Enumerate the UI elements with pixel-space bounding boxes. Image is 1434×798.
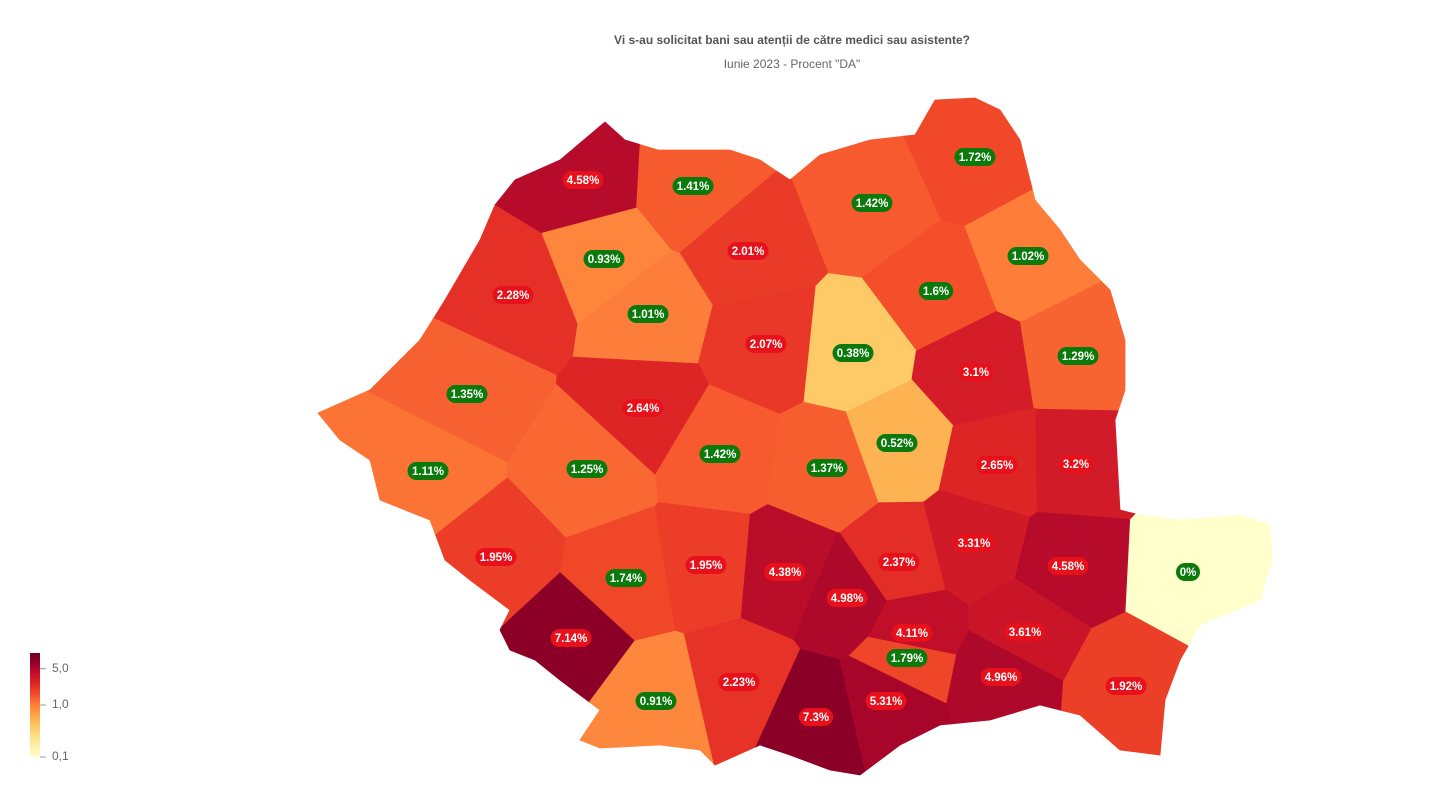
label-badge	[798, 708, 834, 726]
label-badge	[1176, 563, 1200, 581]
chart-title: Vi s-au solicitat bani sau atenții de că…	[614, 33, 970, 47]
region	[839, 655, 952, 772]
value-label: 2.01%	[732, 246, 765, 258]
value-label: 0.93%	[588, 254, 621, 266]
value-label: 3.2%	[1063, 459, 1089, 471]
value-label: 1.29%	[1062, 351, 1095, 363]
label-badge	[918, 282, 954, 300]
label-badge	[475, 548, 517, 566]
label-badge	[865, 692, 907, 710]
value-label: 4.11%	[896, 628, 928, 640]
label-badge	[627, 305, 669, 323]
value-label: 0.38%	[837, 348, 870, 360]
value-label: 4.58%	[567, 175, 600, 187]
label-badge	[806, 459, 848, 477]
legend-tick-label: 1,0	[52, 697, 69, 711]
value-label: 1.41%	[677, 181, 710, 193]
value-label: 1.42%	[704, 449, 737, 461]
label-badge	[745, 335, 787, 353]
label-badge	[446, 385, 488, 403]
label-badge	[492, 286, 534, 304]
label-badge	[954, 148, 996, 166]
value-label: 2.37%	[883, 557, 916, 569]
value-label: 1.72%	[959, 152, 992, 164]
label-badge	[876, 434, 918, 452]
value-label: 1.79%	[891, 653, 924, 665]
label-badge	[718, 673, 760, 691]
value-label: 1.95%	[690, 560, 723, 572]
label-badge	[550, 629, 592, 647]
value-label: 4.58%	[1052, 561, 1085, 573]
label-badge	[562, 171, 604, 189]
label-badge	[976, 456, 1018, 474]
value-label: 4.96%	[985, 672, 1018, 684]
value-label: 1.01%	[632, 309, 665, 321]
label-badge	[1004, 623, 1046, 641]
value-label: 1.11%	[412, 466, 444, 478]
label-badge	[886, 649, 928, 667]
label-badge	[1058, 455, 1094, 473]
regions	[317, 97, 1273, 776]
label-badge	[851, 194, 893, 212]
label-badge	[891, 624, 933, 642]
value-label: 0.52%	[881, 438, 914, 450]
value-label: 1.6%	[923, 286, 949, 298]
value-label: 4.98%	[831, 593, 864, 605]
label-badge	[672, 177, 714, 195]
value-label: 2.64%	[627, 403, 660, 415]
label-badge	[1047, 557, 1089, 575]
value-label: 5.31%	[870, 696, 903, 708]
label-badge	[727, 242, 769, 260]
value-label: 4.38%	[769, 567, 802, 579]
label-badge	[953, 534, 995, 552]
label-badge	[826, 589, 868, 607]
value-label: 1.95%	[480, 552, 513, 564]
value-label: 2.65%	[981, 460, 1014, 472]
value-label: 2.28%	[497, 290, 530, 302]
value-label: 3.31%	[958, 538, 991, 550]
label-badge	[1007, 247, 1049, 265]
value-label: 0%	[1180, 567, 1197, 579]
value-label: 7.3%	[803, 712, 829, 724]
value-label: 1.02%	[1012, 251, 1045, 263]
value-label: 1.74%	[610, 573, 643, 585]
value-label: 3.61%	[1009, 627, 1042, 639]
label-badge	[622, 399, 664, 417]
region	[683, 617, 801, 766]
label-badge	[566, 460, 608, 478]
region	[1125, 513, 1273, 647]
value-label: 7.14%	[555, 633, 588, 645]
value-label: 1.37%	[811, 463, 844, 475]
label-badge	[878, 553, 920, 571]
label-badge	[605, 569, 647, 587]
color-legend: 5,0 1,0 0,1	[30, 653, 69, 763]
value-label: 2.23%	[723, 677, 756, 689]
value-label: 1.35%	[451, 389, 484, 401]
legend-tick-label: 0,1	[52, 749, 69, 763]
label-badge	[832, 344, 874, 362]
label-badge	[980, 668, 1022, 686]
label-badge	[764, 563, 806, 581]
value-label: 2.07%	[750, 339, 783, 351]
label-badge	[635, 692, 677, 710]
label-badge	[407, 462, 449, 480]
label-badge	[958, 363, 994, 381]
legend-tick-label: 5,0	[52, 661, 69, 675]
chart-subtitle: Iunie 2023 - Procent "DA"	[724, 57, 861, 71]
label-badge	[1105, 677, 1147, 695]
value-label: 1.25%	[571, 464, 604, 476]
label-badge	[1057, 347, 1099, 365]
label-badge	[583, 250, 625, 268]
label-badge	[685, 556, 727, 574]
value-labels: 4.58% 1.41% 1.42% 1.72% 0.93% 2.01% 1.02% 2.28%…	[407, 148, 1200, 726]
value-label: 3.1%	[963, 367, 989, 379]
value-label: 1.92%	[1110, 681, 1143, 693]
legend-gradient	[30, 653, 40, 757]
value-label: 1.42%	[856, 198, 889, 210]
label-badge	[699, 445, 741, 463]
value-label: 0.91%	[640, 696, 673, 708]
